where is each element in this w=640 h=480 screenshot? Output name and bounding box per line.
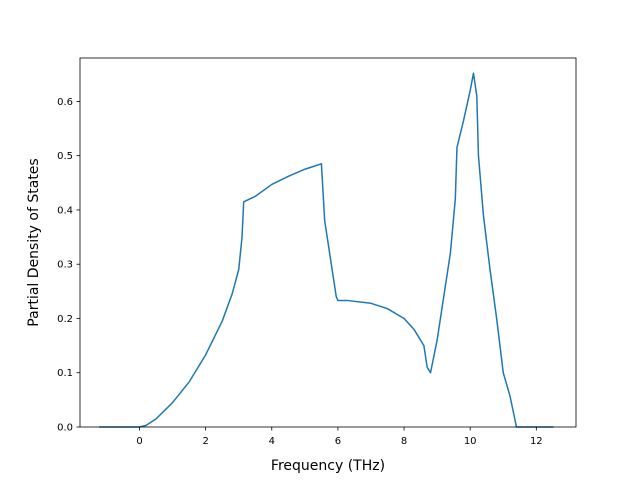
y-tick-label: 0.5 (57, 151, 73, 162)
y-tick-label: 0.4 (57, 205, 73, 216)
y-tick-label: 0.0 (57, 423, 73, 434)
x-tick-label: 10 (464, 436, 477, 447)
x-tick-label: 0 (136, 436, 142, 447)
x-tick-label: 4 (269, 436, 275, 447)
plot-area (99, 72, 554, 428)
y-tick-label: 0.1 (57, 368, 73, 379)
y-tick-label: 0.2 (57, 314, 73, 325)
x-axis: 0 2 4 6 8 10 12 (136, 427, 543, 447)
x-tick-label: 12 (530, 436, 543, 447)
x-tick-label: 2 (202, 436, 208, 447)
y-axis: 0.0 0.1 0.2 0.3 0.4 0.5 0.6 (57, 97, 80, 434)
x-axis-title: Frequency (THz) (271, 458, 385, 474)
y-tick-label: 0.3 (57, 260, 73, 271)
x-tick-label: 6 (335, 436, 341, 447)
y-axis-title: Partial Density of States (26, 158, 42, 326)
y-tick-label: 0.6 (57, 97, 73, 108)
series-line (99, 72, 554, 428)
x-tick-label: 8 (401, 436, 407, 447)
axes-frame (79, 57, 577, 428)
